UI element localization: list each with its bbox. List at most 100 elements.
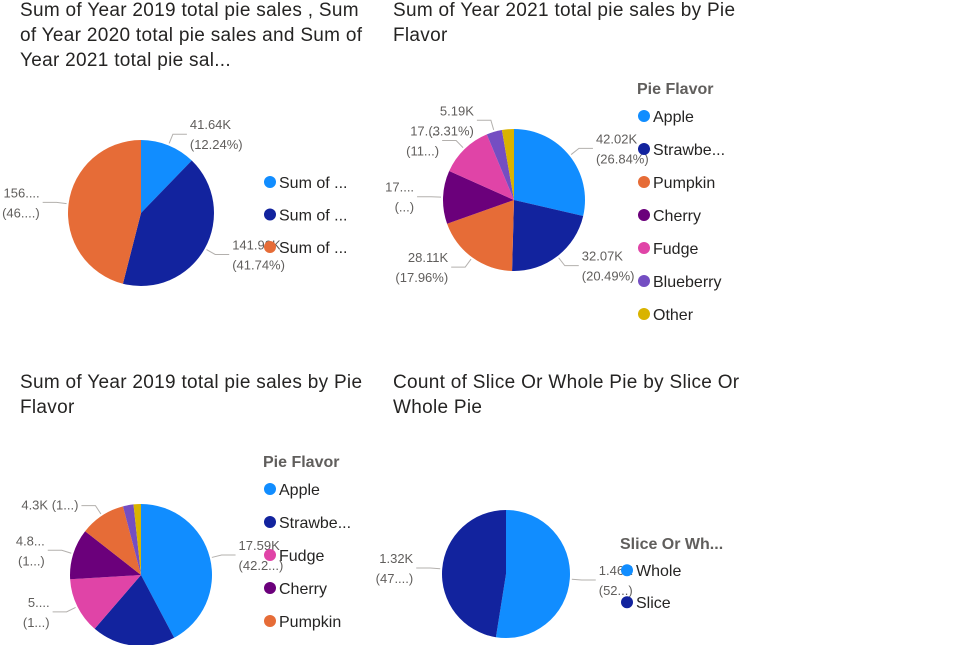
legend-marker [264, 241, 276, 253]
data-label: 32.07K [582, 249, 624, 264]
leader-line [570, 147, 593, 155]
legend-marker [264, 176, 276, 188]
pie-slice [141, 504, 212, 638]
data-label: (1...) [18, 553, 45, 568]
legend-marker [264, 483, 276, 496]
leader-line [42, 201, 67, 205]
legend-label: Fudge [653, 241, 698, 258]
chart-title: Sum of Year 2021 total pie sales by Pie … [393, 0, 736, 46]
chart-title: Sum of Year 2019 total pie sales by Pie … [20, 372, 363, 418]
legend-marker [621, 564, 633, 577]
legend-title: Pie Flavor [637, 81, 713, 98]
legend-label: Pumpkin [279, 614, 341, 631]
leader-line [451, 258, 472, 268]
pie-slice [442, 171, 514, 224]
legend-label: Strawbe... [653, 142, 725, 159]
chart-title: Count of Slice Or Whole Pie by Slice Or … [393, 372, 740, 418]
data-label: (41.74%) [232, 257, 285, 272]
leader-line [206, 249, 230, 255]
leader-line [558, 257, 579, 267]
pie-slice [122, 504, 141, 575]
legend-label: Slice [636, 595, 671, 612]
pie-slice [514, 129, 585, 216]
leader-line [476, 119, 495, 131]
data-label: (17.96%) [395, 270, 448, 285]
leader-line [211, 554, 236, 558]
pie-slice [68, 140, 141, 284]
legend-label: Strawbe... [279, 515, 351, 532]
pie-slice [512, 200, 584, 272]
legend-label: Sum of ... [279, 240, 347, 257]
data-label: (1...) [23, 615, 50, 630]
chart-title: Sum of Year 2019 total pie sales , Sum o… [20, 0, 363, 71]
legend-label: Apple [653, 109, 694, 126]
pie-slice [486, 130, 514, 200]
legend-marker [264, 516, 276, 529]
pie-slice [495, 510, 571, 638]
data-label: 4.3K (1...) [21, 498, 78, 513]
legend-marker [638, 143, 650, 156]
pie-slice [447, 200, 514, 271]
legend-marker [638, 275, 650, 288]
data-label: (42.2...) [239, 558, 284, 573]
data-label: 17.... [410, 124, 439, 139]
pie-slice [122, 160, 214, 286]
legend-marker [638, 242, 650, 255]
legend-marker [264, 549, 276, 562]
leader-line [47, 549, 72, 554]
data-label: (11...) [406, 144, 439, 159]
legend-marker [264, 582, 276, 595]
legend-label: Fudge [279, 548, 324, 565]
legend-label: Cherry [653, 208, 701, 225]
leader-line [52, 606, 76, 613]
legend-label: Sum of ... [279, 175, 347, 192]
legend-title: Slice Or Wh... [620, 536, 723, 553]
legend-marker [638, 308, 650, 321]
leader-line [442, 140, 464, 149]
pie-slice [442, 510, 506, 638]
pie-slice [70, 575, 141, 629]
data-label: 17.... [385, 180, 414, 195]
legend-label: Whole [636, 563, 681, 580]
data-label: 156.... [4, 185, 40, 200]
legend-marker [638, 209, 650, 222]
legend-marker [621, 596, 633, 609]
data-label: 5.19K [440, 103, 474, 118]
data-label: 41.64K [190, 117, 232, 132]
leader-line [571, 578, 596, 581]
pie-slice [94, 575, 175, 645]
data-label: 28.11K [408, 250, 449, 265]
data-label: (52...) [599, 583, 633, 598]
pie-slice [141, 140, 192, 213]
legend-label: Cherry [279, 581, 327, 598]
pie-slice [501, 129, 514, 200]
legend-label: Pumpkin [653, 175, 715, 192]
data-label: (12.24%) [190, 137, 243, 152]
pie-slice [133, 504, 141, 575]
data-label: (...) [395, 200, 415, 215]
pie-slice [70, 531, 141, 580]
leader-line [416, 567, 441, 570]
legend-label: Other [653, 307, 694, 324]
legend-marker [638, 110, 650, 123]
data-label: (20.49%) [582, 269, 635, 284]
data-label: 5.... [28, 595, 50, 610]
data-label: 4.8... [16, 533, 45, 548]
legend-marker [264, 208, 276, 221]
pie-slice [85, 506, 141, 575]
data-label: 1.32K [379, 551, 413, 566]
data-label: (47....) [376, 571, 414, 586]
data-label: (26.84%) [596, 151, 649, 166]
legend-marker [638, 176, 650, 189]
legend-label: Blueberry [653, 274, 721, 291]
data-label: (46....) [2, 205, 40, 220]
legend-label: Sum of ... [279, 208, 347, 225]
legend-label: Apple [279, 482, 320, 499]
data-label: (3.31%) [428, 123, 474, 138]
legend-marker [264, 615, 276, 628]
data-label: 42.02K [596, 131, 638, 146]
leader-line [81, 505, 102, 515]
legend-title: Pie Flavor [263, 454, 339, 471]
